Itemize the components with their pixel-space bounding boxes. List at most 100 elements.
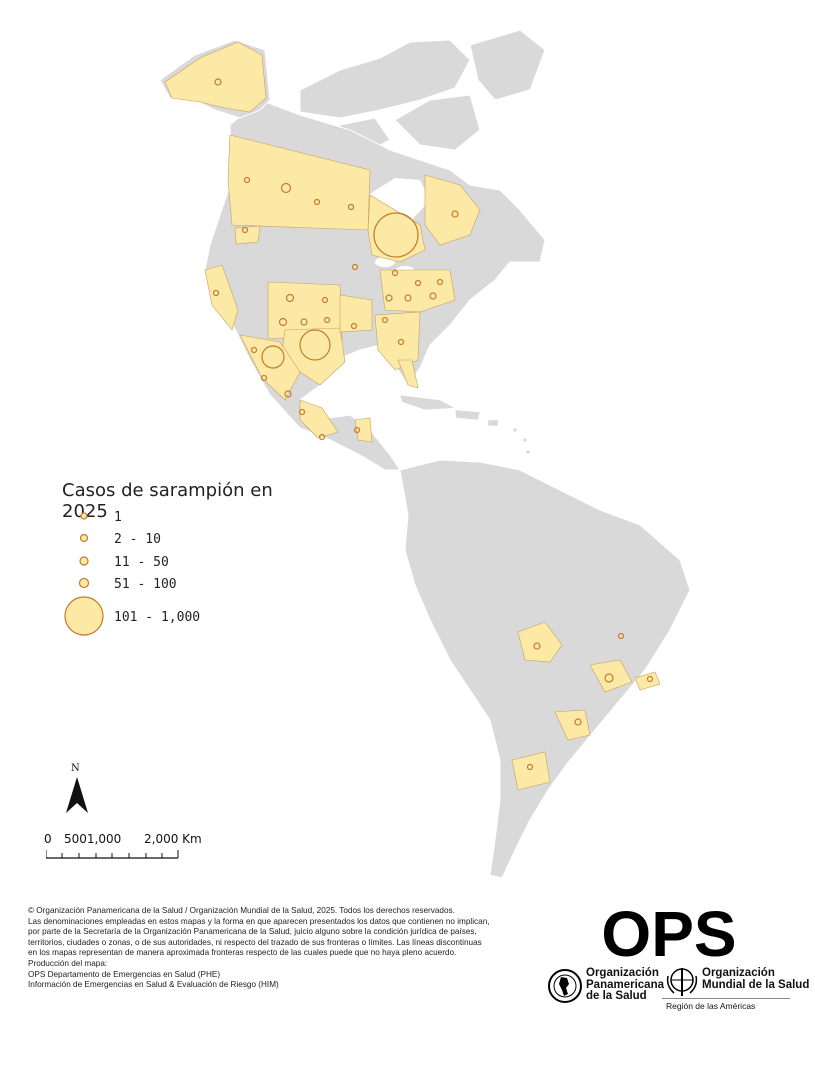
north-arrow-icon	[66, 777, 88, 813]
legend-circle-51-100	[78, 577, 90, 589]
legend-circle-1	[80, 512, 88, 520]
legend-label: 2 - 10	[114, 532, 161, 547]
affected-regions-south	[511, 621, 661, 791]
region-rio-grande-sul	[554, 709, 591, 741]
case-circle	[385, 294, 393, 302]
disclaimer-line: © Organización Panamericana de la Salud …	[28, 906, 455, 915]
case-circle	[414, 279, 422, 287]
legend-label: 51 - 100	[114, 577, 177, 592]
case-circle	[278, 317, 288, 327]
scale-label-end: 2,000 Km	[144, 832, 202, 846]
paho-name-line: Organización	[586, 967, 659, 979]
case-circle	[243, 176, 251, 184]
case-circle	[574, 718, 582, 726]
region-ontario	[367, 194, 426, 263]
who-name-line: Organización	[702, 967, 775, 979]
region-east	[379, 269, 456, 313]
region-divider	[662, 998, 790, 999]
disclaimer-line: en los mapas representan de manera aprox…	[28, 948, 457, 958]
region-washington	[234, 225, 261, 245]
case-circle	[323, 316, 331, 324]
legend-label: 101 - 1,000	[114, 610, 201, 625]
case-circle	[318, 433, 326, 441]
case-circle	[373, 212, 419, 258]
south-america-land	[399, 459, 691, 879]
ops-wordmark: OPS	[601, 902, 736, 964]
case-circle	[300, 318, 308, 326]
disclaimer: © Organización Panamericana de la Salud …	[28, 906, 533, 991]
case-circle	[284, 390, 292, 398]
case-circle	[250, 346, 258, 354]
legend-label: 1	[114, 510, 122, 525]
disclaimer-line: Información de Emergencias en Salud & Ev…	[28, 980, 279, 990]
region-label: Región de las Américas	[666, 1001, 756, 1011]
legend-title: Casos de sarampión en 2025	[62, 480, 273, 522]
disclaimer-line: OPS Departamento de Emergencias en Salud…	[28, 969, 221, 979]
who-name-line: Mundial de la Salud	[702, 978, 810, 991]
case-circle	[526, 763, 534, 771]
case-circle	[533, 642, 541, 650]
legend-label: 11 - 50	[114, 555, 169, 570]
scale-label-0: 0	[44, 832, 52, 846]
region-quebec	[424, 174, 481, 246]
legend-circle-11-50	[79, 556, 89, 566]
region-florida	[397, 359, 419, 389]
region-buenos-aires	[511, 751, 551, 791]
north-label: N	[71, 763, 80, 774]
legend: Casos de sarampión en 2025 1 2 - 10 11 -…	[62, 480, 322, 640]
disclaimer-line: territorios, ciudades o zonas, o de sus …	[28, 937, 482, 947]
case-circle	[646, 675, 654, 683]
affected-regions-north	[164, 41, 481, 443]
region-california	[204, 264, 239, 331]
case-circle	[313, 198, 321, 206]
legend-symbols	[64, 512, 104, 636]
region-rio	[634, 671, 661, 691]
region-alaska	[164, 41, 267, 113]
case-circle	[617, 632, 625, 640]
case-circle	[436, 278, 444, 286]
paho-name: Organización Panamericana de la Salud	[586, 967, 664, 1003]
region-midwest	[339, 294, 373, 333]
region-belize	[354, 417, 373, 443]
case-circle	[397, 338, 405, 346]
scale-bar-ticks	[46, 850, 179, 859]
case-circle	[391, 269, 399, 277]
case-circle	[241, 226, 249, 234]
paho-emblem-icon	[548, 969, 582, 1003]
case-circle	[604, 673, 614, 683]
disclaimer-line: Las denominaciones empleadas en estos ma…	[28, 916, 490, 926]
who-emblem-icon	[666, 968, 698, 996]
case-circle	[285, 293, 295, 303]
case-circle	[298, 408, 306, 416]
caribbean-islands	[399, 394, 531, 455]
region-mexico-south	[299, 399, 339, 439]
disclaimer-line: por parte de la Secretaría de la Organiz…	[28, 927, 477, 937]
region-sao-paulo	[589, 659, 633, 693]
case-circle	[260, 374, 268, 382]
paho-name-line: Panamericana	[586, 978, 664, 991]
case-circle	[404, 294, 412, 302]
north-arrow: N	[62, 763, 92, 819]
case-circles	[212, 78, 654, 771]
legend-circle-101-1000	[64, 596, 104, 636]
paho-name-line: de la Salud	[586, 990, 647, 1002]
case-circle	[429, 292, 437, 300]
case-circle	[261, 345, 285, 369]
legend-circle-2-10	[79, 533, 89, 543]
case-circle	[321, 296, 329, 304]
case-circle	[381, 316, 389, 324]
region-bolivia-santa-cruz	[517, 621, 563, 663]
disclaimer-line: Producción del mapa:	[28, 958, 108, 968]
case-circle	[351, 263, 359, 271]
case-circle	[212, 289, 220, 297]
scale-bar: 0 5001,000 2,000 Km	[44, 832, 224, 862]
who-name: Organización Mundial de la Salud	[702, 967, 810, 991]
case-circle	[350, 322, 358, 330]
americas-measles-map	[159, 29, 691, 879]
case-circle	[280, 182, 292, 194]
case-circle	[451, 210, 459, 218]
case-circle	[299, 329, 331, 361]
case-circle	[353, 426, 361, 434]
ops-logo: OPS	[601, 902, 736, 964]
case-circle	[347, 203, 355, 211]
